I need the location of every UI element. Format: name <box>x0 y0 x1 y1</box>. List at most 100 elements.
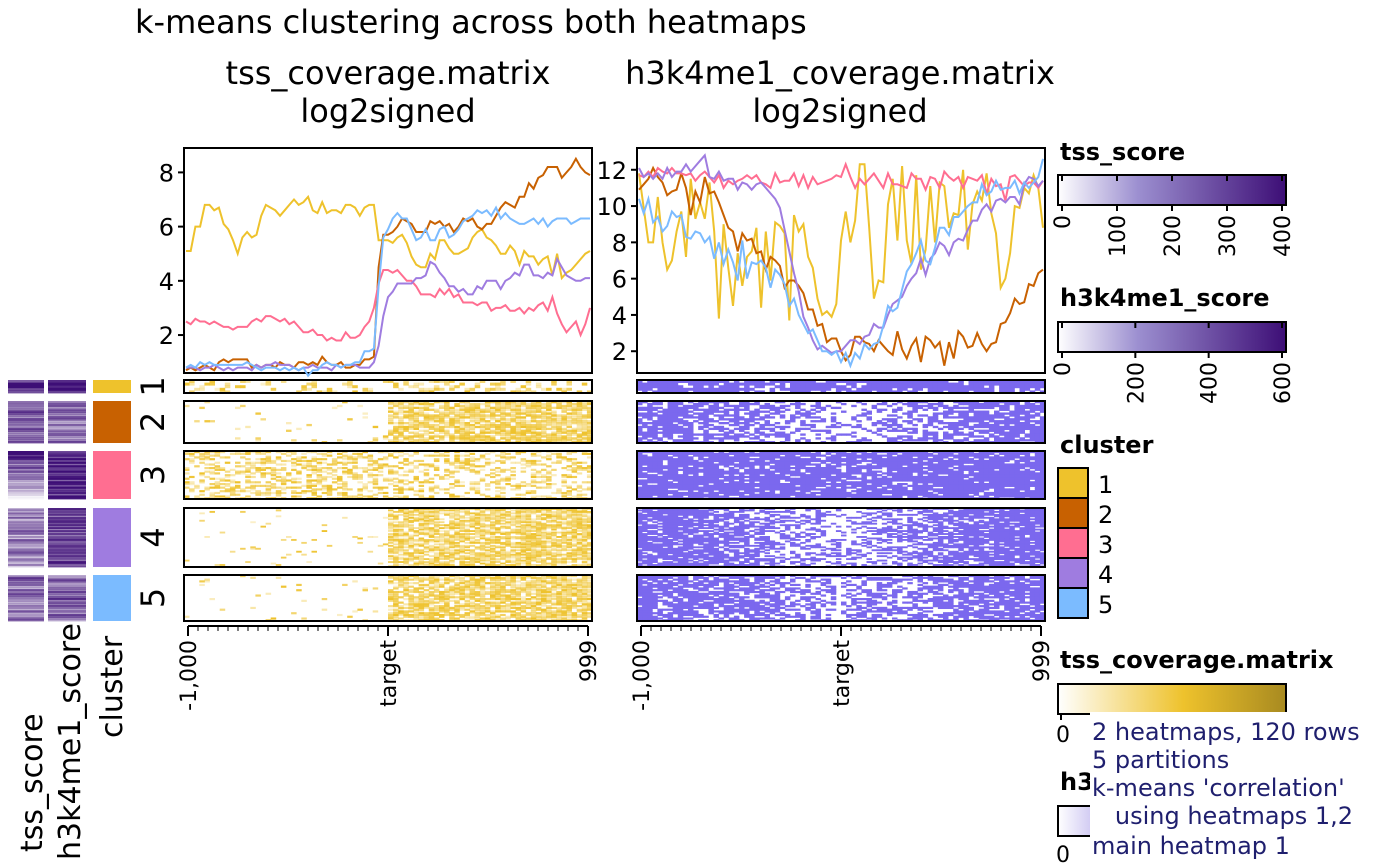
y-tick-label: 2 <box>159 322 174 350</box>
h3k4me1-coverage-legend-title: h3 <box>1060 768 1094 796</box>
x-tick-label: target <box>830 640 855 707</box>
main-title: k-means clustering across both heatmaps <box>135 3 807 41</box>
note-line-4: using heatmaps 1,2 <box>1092 802 1353 830</box>
x-axis-1: -1,000 target 999 <box>177 625 602 711</box>
heatmap-1-cluster-1 <box>183 379 593 394</box>
tss-score-ticks: 0 100 200 300 400 <box>1051 175 1296 257</box>
heatmap-1-cluster-4 <box>183 507 593 568</box>
note-line-5: main heatmap 1 <box>1092 832 1290 860</box>
y-tick-label: 10 <box>596 193 627 221</box>
heatmap-1-cluster-5 <box>183 574 593 622</box>
legend-tick-label: 600 <box>1271 362 1296 404</box>
cluster-legend-swatch-5 <box>1057 587 1089 619</box>
cluster-legend-label-2: 2 <box>1098 501 1113 529</box>
legend-tick-label: 100 <box>1106 215 1131 257</box>
note-line-2: 5 partitions <box>1092 746 1229 774</box>
heatmap-block-frame <box>636 507 1046 568</box>
cluster-legend-swatch-2 <box>1057 497 1089 529</box>
tss-score-label: tss_score <box>15 713 50 852</box>
heatmap-block-frame <box>183 507 593 568</box>
panel-1-title-line1: tss_coverage.matrix <box>226 54 551 92</box>
legend-tick-label: 400 <box>1271 215 1296 257</box>
cluster-number-4: 4 <box>134 527 172 547</box>
cluster-legend-title: cluster <box>1060 431 1154 459</box>
x-tick-label: 999 <box>1030 640 1055 682</box>
legend-tick-label: 200 <box>1161 215 1186 257</box>
h3k4me1-score-legend-title: h3k4me1_score <box>1060 284 1270 312</box>
y-tick-label: 4 <box>159 268 174 296</box>
line-chart-1: 2 4 6 8 <box>159 147 593 378</box>
heatmap-2-cluster-1 <box>636 379 1046 394</box>
cluster-number-3: 3 <box>134 465 172 485</box>
cluster-bar-1 <box>93 380 131 393</box>
series-line-4 <box>638 153 1044 355</box>
y-tick-label: 4 <box>612 302 627 330</box>
x-tick-label: 999 <box>577 640 602 682</box>
series-line-5 <box>185 205 590 378</box>
line-charts: 2 4 6 8 2 4 6 8 10 12 <box>159 147 1046 378</box>
cluster-annotation: 1 2 3 4 5 <box>93 376 172 621</box>
plot-frame <box>183 147 593 374</box>
cluster-bar-5 <box>93 575 131 621</box>
heatmap-block-frame <box>636 574 1046 622</box>
cluster-bar-2 <box>93 401 131 443</box>
h3k4me1-score-colorbar <box>1057 321 1287 353</box>
note-line-1: 2 heatmaps, 120 rows <box>1092 718 1360 746</box>
heatmap-1-cluster-3 <box>183 450 593 500</box>
series-line-3 <box>185 268 591 342</box>
tss-score-legend-title: tss_score <box>1060 138 1185 166</box>
annotation-labels: tss_score h3k4me1_score cluster <box>15 623 130 860</box>
heatmap-1-cluster-2 <box>183 400 593 444</box>
y-tick-label: 2 <box>612 338 627 366</box>
legends: tss_score 0 100 200 300 400 h3k4me1_score 0 2… <box>1051 138 1334 866</box>
cluster-legend-label-3: 3 <box>1098 531 1113 559</box>
note-line-3: k-means 'correlation' <box>1092 774 1345 802</box>
tss-coverage-legend-title: tss_coverage.matrix <box>1060 646 1334 674</box>
series-line-1 <box>186 194 591 281</box>
y-tick-label: 6 <box>612 266 627 294</box>
heatmap-block-frame <box>183 379 593 394</box>
cluster-number-2: 2 <box>134 412 172 432</box>
cluster-bar-3 <box>93 451 131 499</box>
heatmap-block-frame <box>183 400 593 444</box>
legend-tick-label: 0 <box>1051 215 1076 229</box>
heatmap-block-frame <box>183 574 593 622</box>
heatmap-1 <box>183 379 593 622</box>
cluster-legend-swatch-4 <box>1057 557 1089 589</box>
h3k4me1-score-label: h3k4me1_score <box>53 623 88 860</box>
heatmap-block-frame <box>183 450 593 500</box>
tss-coverage-colorbar <box>1057 683 1287 715</box>
series-line-3 <box>638 161 1044 201</box>
series-line-5 <box>638 158 1044 369</box>
legend-tick-label: 300 <box>1216 215 1241 257</box>
legend-tick-label: 400 <box>1198 362 1223 404</box>
x-tick-label: target <box>377 640 402 707</box>
cluster-legend-swatch-3 <box>1057 527 1089 559</box>
x-axis-2: -1,000 target 999 <box>630 625 1055 711</box>
x-tick-label: -1,000 <box>177 640 202 711</box>
row-annotations: 1 2 3 4 5 <box>8 376 172 622</box>
heatmap-block-frame <box>636 450 1046 500</box>
tss-coverage-tick-0: 0 <box>1056 723 1070 748</box>
cluster-bar-4 <box>93 508 131 567</box>
notes-box: 2 heatmaps, 120 rows 5 partitions k-mean… <box>1090 712 1396 866</box>
h3k4me1-coverage-tick-0: 0 <box>1056 843 1070 866</box>
cluster-number-1: 1 <box>134 376 172 396</box>
heatmap-2 <box>636 379 1046 622</box>
panel-1-title-line2: log2signed <box>300 92 475 130</box>
h3k4me1-score-ticks: 0 200 400 600 <box>1051 322 1296 404</box>
x-tick-label: -1,000 <box>630 640 655 711</box>
cluster-legend-label-4: 4 <box>1098 561 1113 589</box>
x-axes: -1,000 target 999 -1,000 target 999 <box>177 625 1055 711</box>
cluster-label: cluster <box>95 635 130 738</box>
heatmap-2-cluster-4 <box>636 507 1046 568</box>
heatmap-2-cluster-2 <box>636 400 1046 444</box>
tss-score-annotation <box>8 380 44 622</box>
line-chart-2: 2 4 6 8 10 12 <box>596 147 1046 374</box>
y-tick-label: 8 <box>612 229 627 257</box>
heatmap-2-cluster-3 <box>636 450 1046 500</box>
legend-tick-label: 200 <box>1124 362 1149 404</box>
cluster-number-5: 5 <box>134 588 172 608</box>
